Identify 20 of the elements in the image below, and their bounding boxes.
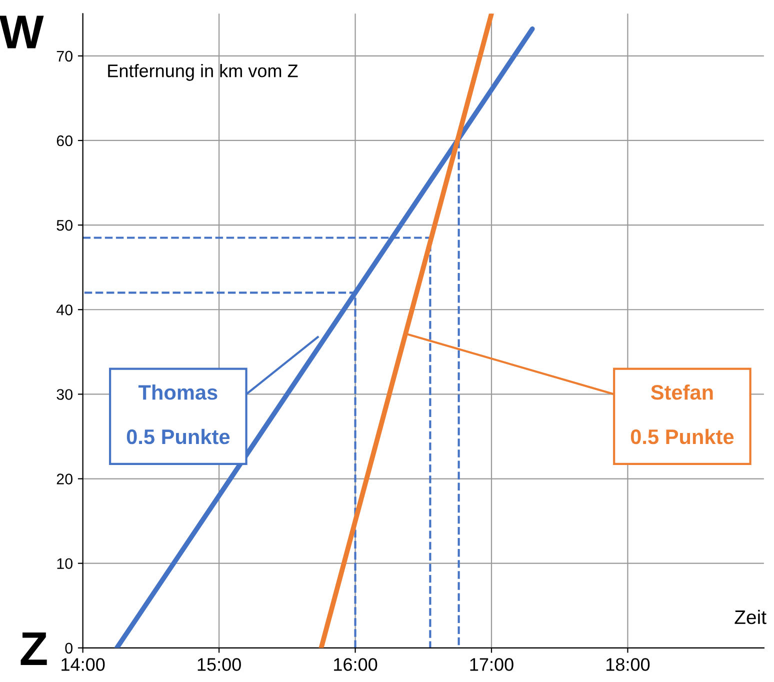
y-tick-label: 0 [65,642,72,654]
y-tick-label: 20 [56,474,72,484]
y-tick-label: 40 [56,304,72,316]
y-tick-label: 70 [56,50,72,62]
annotation: 0.5 Punkte [126,428,230,444]
x-tick-label: 14:00 [62,658,105,671]
annotation: 0.5 Punkte [630,428,734,444]
y-tick-label: 10 [57,558,72,570]
annotation: Stefan [650,384,713,400]
x-axis-title: Zeit [734,610,766,624]
y-tick-label: 50 [56,220,72,231]
x-tick-label: 18:00 [606,658,650,671]
x-tick-label: 17:00 [470,658,514,671]
annotation: Thomas [138,384,218,400]
text: Z [20,632,47,665]
y-tick-label: 30 [56,389,72,400]
y-tick-label: 60 [56,135,72,146]
x-tick-label: 16:00 [334,658,378,671]
x-tick-label: 15:00 [198,658,241,671]
annotation: Entfernung in km vom Z [108,64,298,81]
